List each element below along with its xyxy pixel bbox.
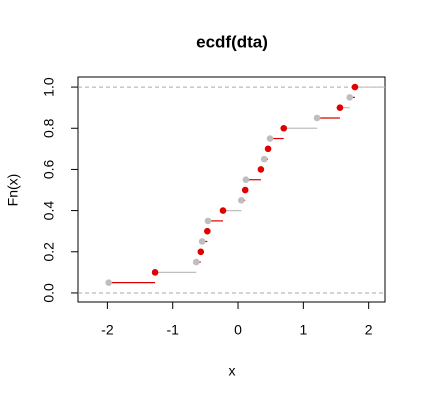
y-tick-label: 0.2 <box>41 242 57 262</box>
y-tick-label: 0.0 <box>41 283 57 303</box>
point <box>151 269 159 276</box>
point <box>346 94 354 101</box>
point <box>336 104 344 111</box>
x-tick-label: 1 <box>299 322 307 338</box>
point <box>241 186 249 194</box>
point <box>280 124 288 132</box>
point <box>260 155 268 163</box>
y-tick-label: 0.4 <box>41 201 57 221</box>
point <box>204 227 211 235</box>
y-tick-label: 0.8 <box>41 118 57 138</box>
point <box>266 135 274 142</box>
point <box>105 279 112 286</box>
point <box>198 238 206 245</box>
point <box>197 248 205 256</box>
x-tick-label: -2 <box>101 322 114 338</box>
point <box>192 258 200 266</box>
point <box>351 83 359 91</box>
y-axis-label: Fn(x) <box>5 174 21 207</box>
point <box>257 166 265 173</box>
x-tick-label: 0 <box>234 322 242 338</box>
point <box>313 114 321 122</box>
x-tick-label: -1 <box>166 322 179 338</box>
point <box>242 176 250 184</box>
chart-title: ecdf(dta) <box>196 32 268 51</box>
point <box>219 207 227 214</box>
point <box>204 217 212 225</box>
point <box>237 197 245 204</box>
y-tick-label: 0.6 <box>41 159 57 179</box>
y-tick-label: 1.0 <box>41 77 57 97</box>
point <box>264 145 272 153</box>
x-tick-label: 2 <box>365 322 373 338</box>
plot-frame <box>77 76 386 303</box>
x-axis-label: x <box>229 363 236 379</box>
